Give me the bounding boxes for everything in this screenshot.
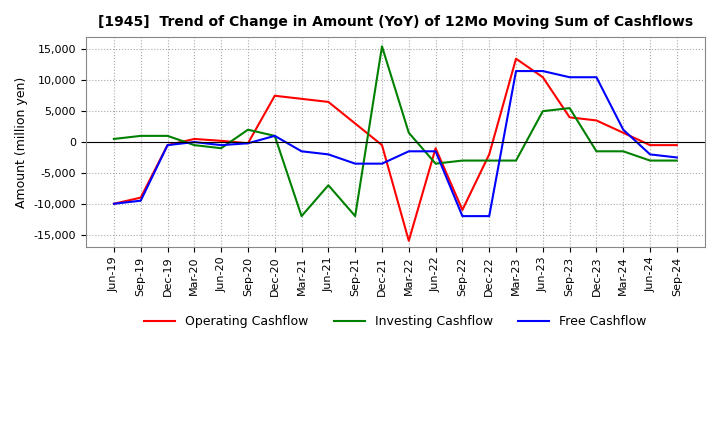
Free Cashflow <box>190 139 199 145</box>
Investing Cashflow <box>217 146 225 151</box>
Free Cashflow <box>405 149 413 154</box>
Operating Cashflow <box>217 138 225 143</box>
Investing Cashflow <box>619 149 628 154</box>
Free Cashflow <box>565 75 574 80</box>
Operating Cashflow <box>646 143 654 148</box>
Legend: Operating Cashflow, Investing Cashflow, Free Cashflow: Operating Cashflow, Investing Cashflow, … <box>139 310 652 333</box>
Investing Cashflow <box>109 136 118 142</box>
Free Cashflow <box>485 213 493 219</box>
Free Cashflow <box>431 149 440 154</box>
Free Cashflow <box>163 143 172 148</box>
Investing Cashflow <box>672 158 681 163</box>
Free Cashflow <box>136 198 145 203</box>
Operating Cashflow <box>324 99 333 105</box>
Investing Cashflow <box>324 183 333 188</box>
Investing Cashflow <box>378 44 387 49</box>
Investing Cashflow <box>431 161 440 166</box>
Operating Cashflow <box>512 56 521 61</box>
Investing Cashflow <box>458 158 467 163</box>
Free Cashflow <box>539 69 547 74</box>
Free Cashflow <box>297 149 306 154</box>
Operating Cashflow <box>109 201 118 206</box>
Operating Cashflow <box>539 75 547 80</box>
Line: Free Cashflow: Free Cashflow <box>114 71 677 216</box>
Free Cashflow <box>109 201 118 206</box>
Title: [1945]  Trend of Change in Amount (YoY) of 12Mo Moving Sum of Cashflows: [1945] Trend of Change in Amount (YoY) o… <box>98 15 693 29</box>
Investing Cashflow <box>485 158 493 163</box>
Operating Cashflow <box>136 195 145 200</box>
Operating Cashflow <box>190 136 199 142</box>
Free Cashflow <box>458 213 467 219</box>
Free Cashflow <box>351 161 359 166</box>
Investing Cashflow <box>297 213 306 219</box>
Free Cashflow <box>592 75 600 80</box>
Free Cashflow <box>378 161 387 166</box>
Operating Cashflow <box>619 130 628 136</box>
Investing Cashflow <box>243 127 252 132</box>
Operating Cashflow <box>592 118 600 123</box>
Investing Cashflow <box>163 133 172 139</box>
Free Cashflow <box>512 69 521 74</box>
Free Cashflow <box>271 133 279 139</box>
Line: Operating Cashflow: Operating Cashflow <box>114 59 677 241</box>
Operating Cashflow <box>378 143 387 148</box>
Operating Cashflow <box>351 121 359 126</box>
Investing Cashflow <box>565 106 574 111</box>
Free Cashflow <box>243 141 252 146</box>
Operating Cashflow <box>271 93 279 99</box>
Investing Cashflow <box>539 109 547 114</box>
Investing Cashflow <box>136 133 145 139</box>
Investing Cashflow <box>271 133 279 139</box>
Free Cashflow <box>217 143 225 148</box>
Investing Cashflow <box>190 143 199 148</box>
Operating Cashflow <box>485 152 493 157</box>
Free Cashflow <box>646 152 654 157</box>
Operating Cashflow <box>163 143 172 148</box>
Free Cashflow <box>619 127 628 132</box>
Y-axis label: Amount (million yen): Amount (million yen) <box>15 77 28 208</box>
Investing Cashflow <box>592 149 600 154</box>
Investing Cashflow <box>512 158 521 163</box>
Operating Cashflow <box>672 143 681 148</box>
Operating Cashflow <box>405 238 413 243</box>
Operating Cashflow <box>297 96 306 102</box>
Operating Cashflow <box>243 141 252 146</box>
Operating Cashflow <box>431 146 440 151</box>
Free Cashflow <box>672 155 681 160</box>
Investing Cashflow <box>646 158 654 163</box>
Operating Cashflow <box>565 115 574 120</box>
Operating Cashflow <box>458 207 467 213</box>
Investing Cashflow <box>405 130 413 136</box>
Free Cashflow <box>324 152 333 157</box>
Line: Investing Cashflow: Investing Cashflow <box>114 46 677 216</box>
Investing Cashflow <box>351 213 359 219</box>
